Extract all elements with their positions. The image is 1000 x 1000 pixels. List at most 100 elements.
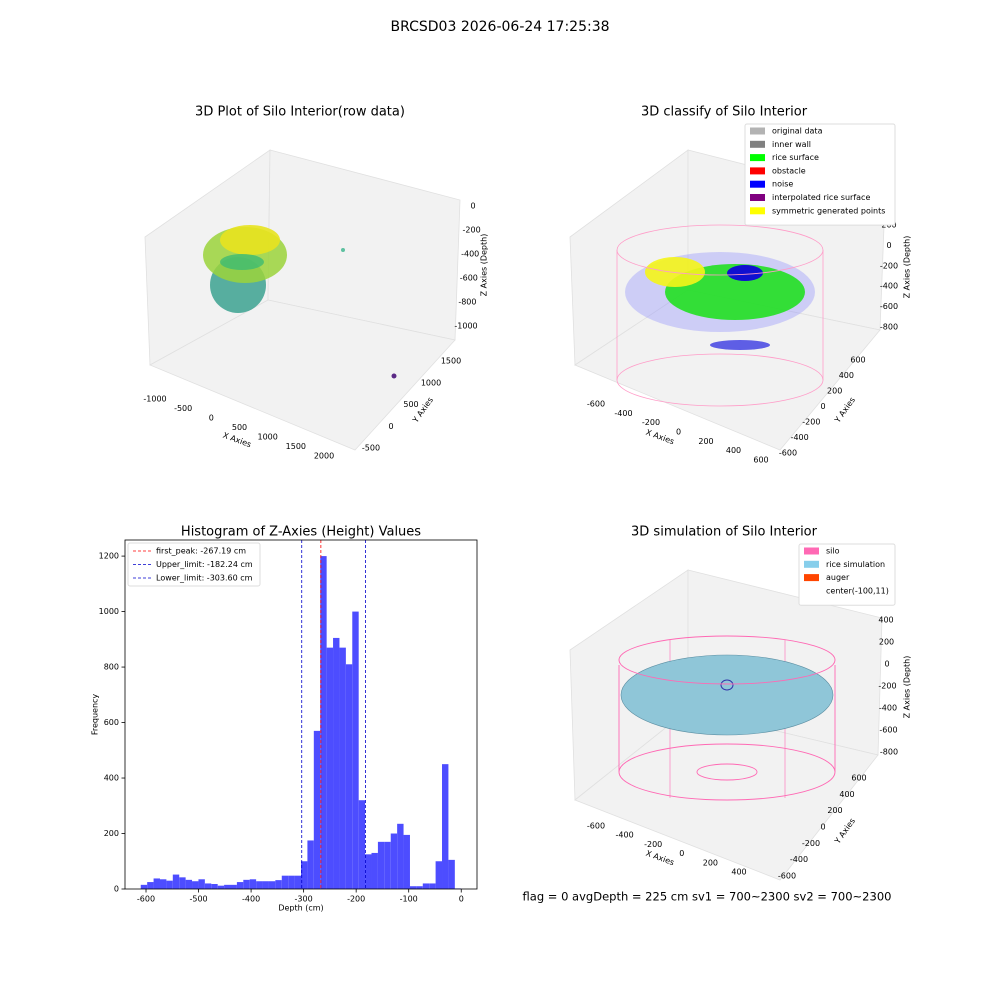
z-tick-label: 200 — [879, 638, 894, 647]
axis-label: Z Axies (Depth) — [903, 236, 912, 299]
pane — [574, 289, 881, 451]
bar — [301, 861, 308, 889]
bar — [185, 879, 193, 889]
bar — [192, 881, 199, 889]
legend-label: symmetric generated points — [772, 206, 885, 215]
z-tick-label: -400 — [879, 704, 897, 713]
bar — [217, 885, 225, 889]
bar — [256, 881, 263, 889]
bar — [307, 840, 314, 889]
bar — [397, 823, 404, 889]
x-tick-label: 500 — [232, 423, 247, 432]
bar — [326, 647, 334, 889]
legend-swatch — [750, 180, 765, 188]
silo-wire — [696, 763, 758, 781]
symmetric-cloud — [645, 257, 705, 287]
y-tick-label: -600 — [779, 449, 797, 458]
y-tick-label: 600 — [104, 718, 119, 727]
bar — [313, 730, 321, 889]
bar — [448, 859, 455, 889]
legend-swatch — [750, 207, 765, 215]
x-tick-label: -1000 — [143, 395, 166, 404]
bar — [172, 874, 180, 889]
y-tick-label: 800 — [104, 663, 119, 672]
x-tick-label: -400 — [242, 895, 260, 904]
bar — [166, 880, 173, 889]
legend-box — [798, 543, 896, 606]
bar — [224, 884, 231, 889]
bar — [365, 854, 372, 889]
x-tick-label: -100 — [400, 895, 418, 904]
y-tick-label: 1000 — [99, 607, 119, 616]
x-tick-label: -500 — [174, 404, 192, 413]
figure-title: BRCSD03 2026-06-24 17:25:38 — [390, 19, 609, 35]
x-tick-label: -500 — [189, 895, 207, 904]
y-tick-label: -600 — [778, 872, 796, 881]
z-tick-label: 0 — [884, 660, 889, 669]
x-tick-label: -400 — [614, 409, 632, 418]
footer: flag = 0 avgDepth = 225 cm sv1 = 700~230… — [523, 890, 892, 904]
x-tick-label: -200 — [642, 418, 660, 427]
y-tick-label: 0 — [820, 402, 825, 411]
bar — [429, 883, 436, 889]
bar — [198, 879, 205, 889]
y-tick-label: 200 — [827, 387, 842, 396]
axis-label: Z Axies (Depth) — [903, 656, 912, 719]
bar — [179, 877, 186, 889]
x-tick-label: 400 — [731, 868, 746, 877]
point — [391, 373, 397, 379]
x-tick-label: 0 — [459, 895, 464, 904]
y-tick-label: 600 — [850, 356, 865, 365]
bar — [333, 637, 340, 889]
x-tick-label: 1500 — [286, 442, 306, 451]
z-tick-label: -200 — [880, 261, 898, 270]
point-cloud — [220, 225, 280, 255]
axes-title: 3D classify of Silo Interior — [641, 105, 808, 120]
bar — [211, 884, 218, 889]
bar — [345, 664, 353, 889]
x-tick-label: 1000 — [257, 433, 277, 442]
legend-swatch — [750, 154, 765, 162]
x-tick-label: 400 — [726, 446, 741, 455]
x-tick-label: -600 — [587, 400, 605, 409]
y-tick-label: 500 — [403, 400, 418, 409]
bar — [320, 556, 327, 889]
bar — [384, 841, 391, 889]
z-tick-label: -200 — [878, 682, 896, 691]
y-tick-label: -400 — [790, 855, 808, 864]
z-tick-label: -400 — [880, 282, 898, 291]
x-tick-label: -300 — [295, 895, 313, 904]
legend-label: noise — [772, 180, 793, 189]
axes-title: Histogram of Z-Axies (Height) Values — [181, 525, 421, 540]
bar — [435, 861, 443, 889]
z-tick-label: 0 — [470, 202, 475, 211]
axis-label: Z Axies (Depth) — [480, 234, 489, 297]
legend-label: auger — [826, 573, 850, 582]
noise-cloud — [727, 265, 763, 281]
bar — [153, 878, 160, 889]
bar — [352, 611, 359, 889]
bar — [236, 882, 244, 889]
bar — [390, 833, 398, 889]
silo-wire — [616, 224, 824, 276]
legend-label: center(-100,11) — [826, 586, 889, 595]
legend-label: silo — [826, 547, 840, 556]
legend-swatch — [750, 140, 765, 148]
y-tick-label: 400 — [839, 790, 854, 799]
x-tick-label: 200 — [703, 858, 718, 867]
bar — [377, 841, 385, 889]
y-tick-label: 400 — [104, 774, 119, 783]
legend-label: rice surface — [772, 153, 819, 162]
y-tick-label: 1200 — [99, 552, 119, 561]
bar — [249, 879, 257, 889]
legend-swatch — [750, 127, 765, 135]
x-axis-label: Depth (cm) — [278, 904, 323, 913]
y-tick-label: 0 — [114, 885, 119, 894]
x-tick-label: 2000 — [314, 452, 334, 461]
bar — [422, 883, 430, 889]
legend-label: rice simulation — [826, 560, 885, 569]
z-tick-label: -200 — [463, 226, 481, 235]
y-tick-label: 0 — [388, 422, 393, 431]
y-tick-label: 400 — [839, 371, 854, 380]
